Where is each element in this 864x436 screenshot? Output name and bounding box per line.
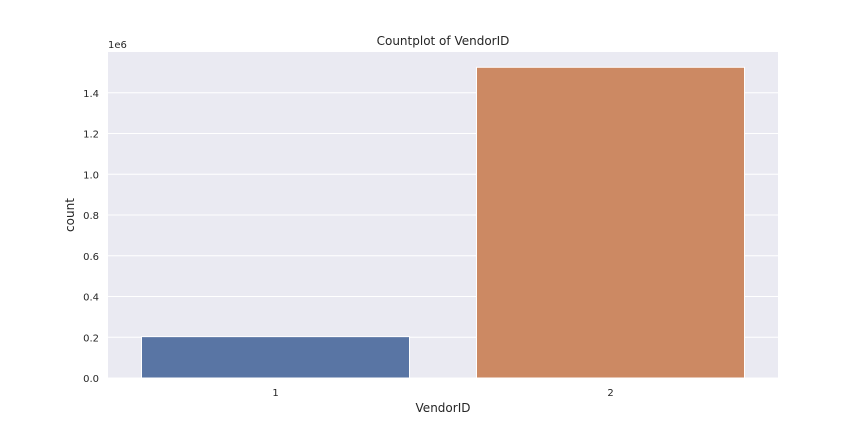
y-tick-label: 0.8 — [83, 211, 99, 222]
y-tick-label: 1.0 — [83, 170, 99, 181]
x-axis-label: VendorID — [416, 401, 471, 415]
x-tick-label: 1 — [272, 388, 278, 399]
y-tick-label: 0.4 — [83, 293, 99, 304]
y-axis-offset-text: 1e6 — [108, 40, 127, 51]
y-tick-label: 0.6 — [83, 252, 99, 263]
y-axis-label: count — [63, 198, 77, 232]
y-tick-label: 0.2 — [83, 333, 99, 344]
y-axis-ticks: 0.0 0.2 0.4 0.6 0.8 1.0 1.2 1.4 — [83, 89, 99, 385]
bar-vendor-2 — [476, 66, 745, 379]
bars — [141, 66, 745, 379]
y-tick-label: 1.2 — [83, 130, 99, 141]
bar-vendor-1 — [141, 336, 410, 379]
chart-title: Countplot of VendorID — [377, 34, 510, 48]
x-tick-label: 2 — [607, 388, 613, 399]
y-tick-label: 0.0 — [83, 374, 99, 385]
y-tick-label: 1.4 — [83, 89, 99, 100]
